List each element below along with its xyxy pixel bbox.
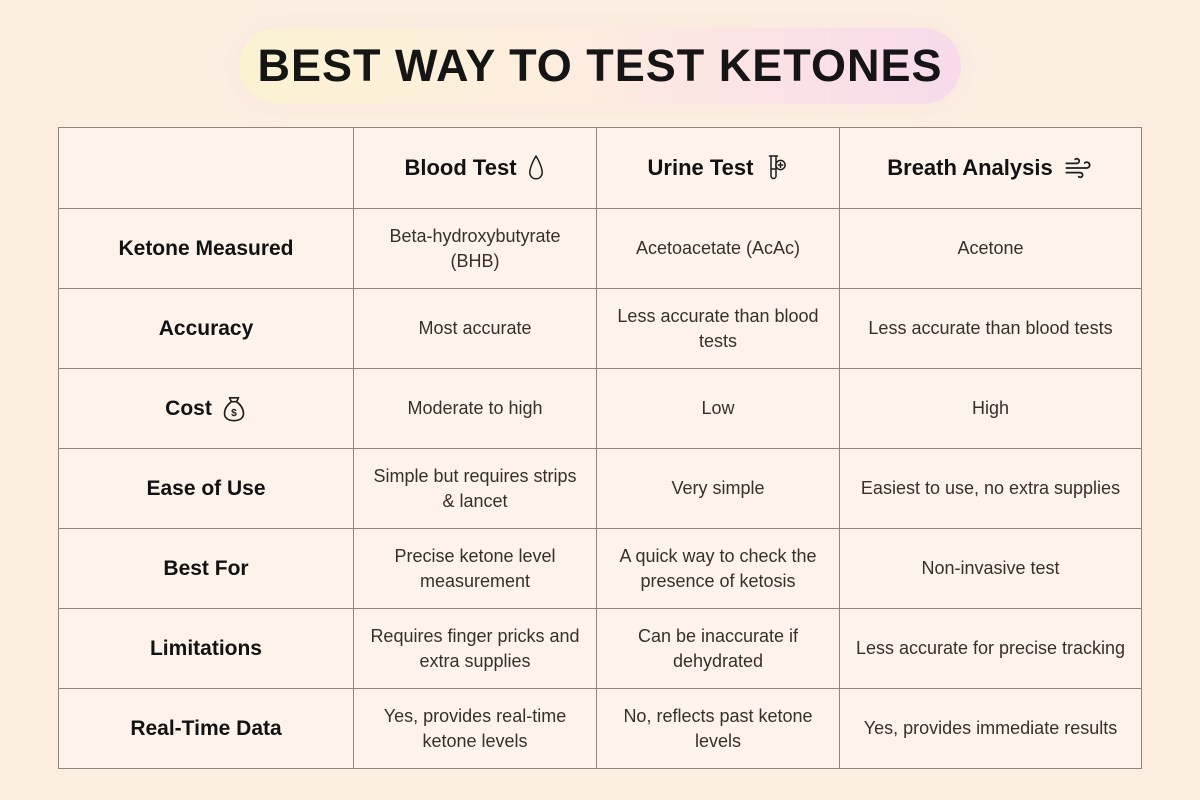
cell-breath: Acetone: [839, 208, 1142, 289]
cell-urine: Less accurate than blood tests: [596, 288, 840, 369]
row-label-cost: Cost $: [58, 368, 354, 449]
table-row-ease-of-use: Ease of Use Simple but requires strips &…: [58, 448, 1142, 529]
comparison-table: Blood Test Urine Test Breath Analy: [58, 127, 1142, 769]
column-header-urine-test: Urine Test: [596, 127, 840, 209]
breath-wind-icon: [1065, 157, 1091, 179]
column-header-blood-test: Blood Test: [353, 127, 597, 209]
table-row-best-for: Best For Precise ketone level measuremen…: [58, 528, 1142, 609]
cell-breath: Easiest to use, no extra supplies: [839, 448, 1142, 529]
column-header-label: Urine Test: [647, 155, 754, 180]
row-label: Real-Time Data: [58, 688, 354, 769]
svg-text:$: $: [231, 408, 237, 419]
cell-breath: High: [839, 368, 1142, 449]
cell-breath: Non-invasive test: [839, 528, 1142, 609]
row-label: Best For: [58, 528, 354, 609]
table-row-ketone-measured: Ketone Measured Beta-hydroxybutyrate (BH…: [58, 208, 1142, 289]
cell-blood: Beta-hydroxybutyrate (BHB): [353, 208, 597, 289]
column-header-label: Breath Analysis: [887, 155, 1053, 180]
cell-urine: No, reflects past ketone levels: [596, 688, 840, 769]
urine-test-tube-icon: [769, 155, 787, 180]
blood-drop-icon: [528, 155, 543, 180]
column-header-label: Blood Test: [404, 155, 517, 180]
cell-breath: Yes, provides immediate results: [839, 688, 1142, 769]
cell-breath: Less accurate for precise tracking: [839, 608, 1142, 689]
money-bag-icon: $: [223, 396, 245, 421]
column-header-breath-analysis: Breath Analysis: [839, 127, 1142, 209]
page-title: BEST WAY TO TEST KETONES: [257, 40, 943, 91]
header-row: Blood Test Urine Test Breath Analy: [58, 127, 1142, 209]
cell-urine: Can be inaccurate if dehydrated: [596, 608, 840, 689]
cell-urine: A quick way to check the presence of ket…: [596, 528, 840, 609]
cell-urine: Low: [596, 368, 840, 449]
cell-urine: Acetoacetate (AcAc): [596, 208, 840, 289]
cell-blood: Requires finger pricks and extra supplie…: [353, 608, 597, 689]
row-label: Cost: [165, 396, 212, 420]
row-label: Accuracy: [58, 288, 354, 369]
table-row-real-time-data: Real-Time Data Yes, provides real-time k…: [58, 688, 1142, 769]
cell-breath: Less accurate than blood tests: [839, 288, 1142, 369]
row-label: Limitations: [58, 608, 354, 689]
cell-urine: Very simple: [596, 448, 840, 529]
title-banner: BEST WAY TO TEST KETONES: [239, 28, 961, 104]
table-row-cost: Cost $ Moderate to high Low High: [58, 368, 1142, 449]
cell-blood: Moderate to high: [353, 368, 597, 449]
row-label: Ketone Measured: [58, 208, 354, 289]
row-label: Ease of Use: [58, 448, 354, 529]
corner-cell: [58, 127, 354, 209]
cell-blood: Precise ketone level measurement: [353, 528, 597, 609]
table-row-limitations: Limitations Requires finger pricks and e…: [58, 608, 1142, 689]
table-row-accuracy: Accuracy Most accurate Less accurate tha…: [58, 288, 1142, 369]
cell-blood: Simple but requires strips & lancet: [353, 448, 597, 529]
cell-blood: Yes, provides real-time ketone levels: [353, 688, 597, 769]
cell-blood: Most accurate: [353, 288, 597, 369]
